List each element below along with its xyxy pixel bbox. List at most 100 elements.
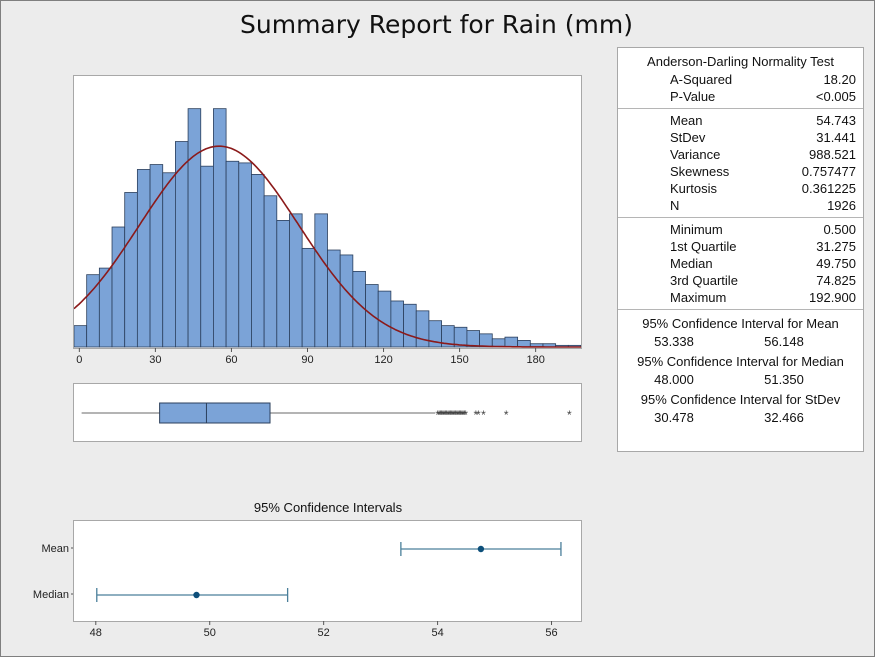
ci-upper: 56.148 bbox=[764, 334, 804, 349]
ci-x-tick-label: 52 bbox=[318, 627, 330, 639]
histogram-bar bbox=[504, 336, 519, 348]
stat-value: 18.20 bbox=[823, 72, 856, 87]
ci-lower: 53.338 bbox=[654, 334, 694, 349]
boxplot-outlier: * bbox=[454, 408, 459, 422]
boxplot-outlier: * bbox=[463, 408, 468, 422]
boxplot-outlier: * bbox=[452, 408, 457, 422]
stat-value: 1926 bbox=[827, 198, 856, 213]
stat-value: 49.750 bbox=[816, 256, 856, 271]
stat-label: P-Value bbox=[670, 89, 716, 104]
ci-center-point bbox=[477, 545, 485, 553]
ci-lower: 48.000 bbox=[654, 372, 694, 387]
histogram-x-tick-label: 150 bbox=[450, 354, 468, 366]
boxplot-outlier: * bbox=[473, 408, 478, 422]
boxplot-outlier: * bbox=[461, 408, 466, 422]
boxplot-outlier: * bbox=[451, 408, 456, 422]
histogram-bar bbox=[301, 247, 316, 348]
stat-label: Minimum bbox=[670, 222, 723, 237]
histogram-bar bbox=[187, 108, 202, 348]
histogram-bar bbox=[327, 249, 341, 348]
ci-category-label: Mean bbox=[41, 543, 69, 555]
ci-panel bbox=[73, 520, 582, 622]
stat-row: P-Value <0.005 bbox=[618, 88, 863, 105]
histogram-bar bbox=[124, 192, 138, 348]
histogram-bar bbox=[339, 254, 354, 348]
stat-value: 0.500 bbox=[823, 222, 856, 237]
stat-label: Skewness bbox=[670, 164, 730, 179]
histogram-x-tick-label: 120 bbox=[374, 354, 392, 366]
histogram-bar bbox=[377, 290, 392, 348]
normality-section: Anderson-Darling Normality Test A-Square… bbox=[618, 48, 863, 109]
stat-row: StDev 31.441 bbox=[618, 129, 863, 146]
histogram-x-tick-label: 0 bbox=[76, 354, 82, 366]
boxplot-outlier: * bbox=[442, 408, 447, 422]
stat-value: 31.275 bbox=[816, 239, 856, 254]
boxplot-outlier: * bbox=[439, 408, 444, 422]
stat-value: 74.825 bbox=[816, 273, 856, 288]
boxplot-outlier: * bbox=[437, 408, 442, 422]
stat-row: Minimum 0.500 bbox=[618, 221, 863, 238]
histogram-bar bbox=[213, 108, 227, 348]
histogram-bar bbox=[479, 333, 493, 348]
ci-header: 95% Confidence Interval for StDev bbox=[640, 392, 841, 407]
ci-upper: 32.466 bbox=[764, 410, 804, 425]
histogram-bar bbox=[73, 325, 88, 348]
stat-label: Kurtosis bbox=[670, 181, 717, 196]
histogram-bar bbox=[162, 172, 176, 348]
stat-row: A-Squared 18.20 bbox=[618, 71, 863, 88]
stat-value: <0.005 bbox=[815, 89, 856, 104]
stat-label: Median bbox=[670, 256, 713, 271]
boxplot-box bbox=[159, 402, 271, 424]
histogram-bar bbox=[136, 169, 151, 348]
stat-label: N bbox=[670, 198, 680, 213]
ci-x-tick-label: 54 bbox=[431, 627, 443, 639]
stat-label: 3rd Quartile bbox=[670, 273, 738, 288]
histogram-bar bbox=[200, 165, 214, 348]
histogram-bar bbox=[238, 162, 252, 348]
boxplot-outlier: * bbox=[481, 408, 486, 422]
histogram-x-tick-label: 90 bbox=[301, 354, 313, 366]
ci-chart bbox=[96, 542, 562, 602]
boxplot-outlier: * bbox=[458, 408, 463, 422]
stat-label: 1st Quartile bbox=[670, 239, 737, 254]
stat-value: 31.441 bbox=[816, 130, 856, 145]
histogram-bar bbox=[466, 330, 480, 348]
stat-row: Kurtosis 0.361225 bbox=[618, 180, 863, 197]
ci-header: 95% Confidence Interval for Mean bbox=[642, 316, 839, 331]
histogram-bar bbox=[314, 213, 328, 348]
histogram-bar bbox=[390, 300, 404, 348]
stat-row: Mean 54.743 bbox=[618, 112, 863, 129]
boxplot-outlier: * bbox=[448, 408, 453, 422]
statistics-table: Anderson-Darling Normality Test A-Square… bbox=[617, 47, 864, 452]
boxplot-outlier: * bbox=[460, 408, 465, 422]
histogram-bar bbox=[403, 303, 417, 348]
stat-value: 0.757477 bbox=[801, 164, 856, 179]
ci-header: 95% Confidence Interval for Median bbox=[637, 354, 844, 369]
stat-row: Variance 988.521 bbox=[618, 146, 863, 163]
stat-label: Mean bbox=[670, 113, 703, 128]
ci-category-labels: Mean Median bbox=[33, 543, 74, 601]
ci-row: 48.000 51.350 bbox=[618, 371, 863, 389]
ci-x-axis: 48 50 52 54 56 bbox=[90, 621, 558, 639]
histogram-bar bbox=[415, 310, 430, 348]
boxplot-outlier: * bbox=[462, 408, 467, 422]
boxplot-outlier: * bbox=[435, 408, 440, 422]
histogram-x-axis: 0 30 60 90 120 150 180 bbox=[76, 348, 545, 366]
stat-row: Skewness 0.757477 bbox=[618, 163, 863, 180]
ci-row: 53.338 56.148 bbox=[618, 333, 863, 351]
boxplot-outlier: * bbox=[447, 408, 452, 422]
stat-label: StDev bbox=[670, 130, 706, 145]
stat-value: 0.361225 bbox=[801, 181, 856, 196]
stat-label: Maximum bbox=[670, 290, 727, 305]
boxplot-outlier: * bbox=[567, 408, 572, 422]
boxplot-outlier: * bbox=[453, 408, 458, 422]
normal-fit-curve bbox=[73, 145, 581, 348]
stat-row: N 1926 bbox=[618, 197, 863, 214]
histogram-bar bbox=[276, 220, 290, 348]
ci-category-label: Median bbox=[33, 589, 69, 601]
boxplot-outlier: * bbox=[457, 408, 462, 422]
stat-row: 1st Quartile 31.275 bbox=[618, 238, 863, 255]
ci-upper: 51.350 bbox=[764, 372, 804, 387]
stat-value: 192.900 bbox=[809, 290, 856, 305]
ci-lower: 30.478 bbox=[654, 410, 694, 425]
